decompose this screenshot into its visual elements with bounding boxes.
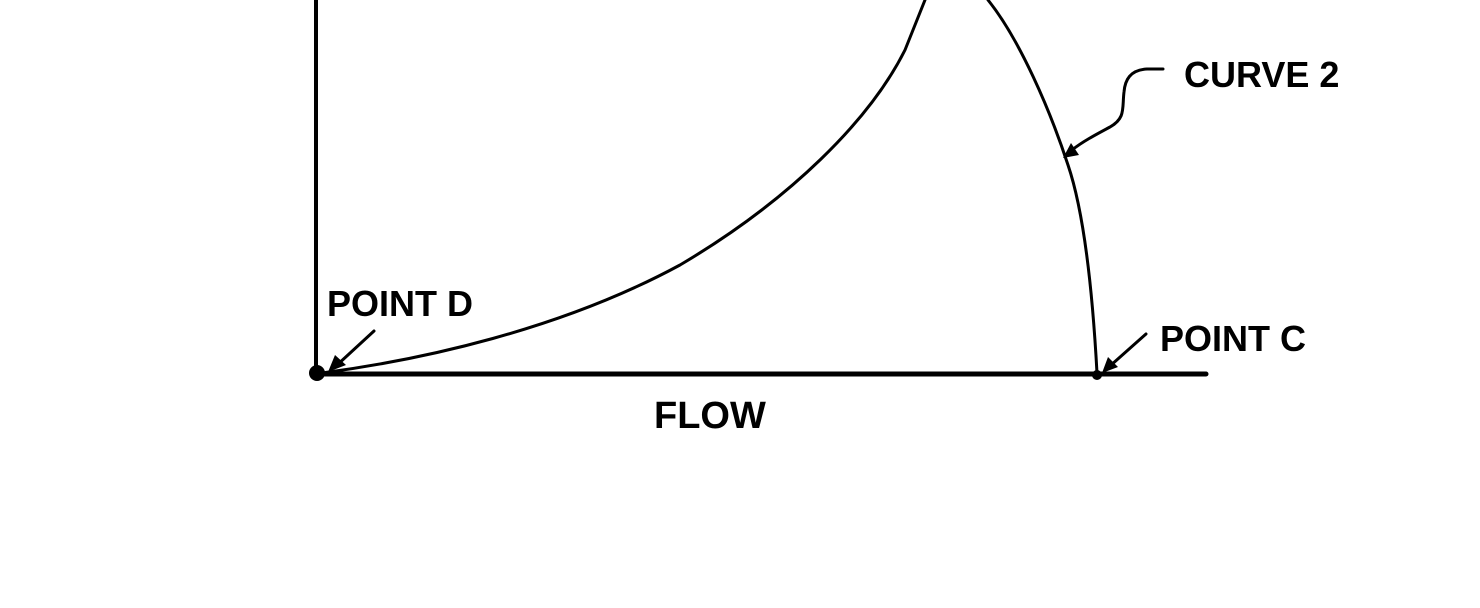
point-d-marker	[309, 365, 325, 381]
point-d-leader	[328, 329, 376, 372]
curve-2-leader	[1063, 67, 1165, 158]
point-d-label: POINT D	[327, 283, 473, 324]
rising-curve	[320, 0, 927, 375]
point-c-marker	[1092, 370, 1102, 380]
curve-2-label: CURVE 2	[1184, 54, 1339, 95]
point-c-leader	[1102, 332, 1148, 373]
x-axis-label: FLOW	[654, 395, 766, 437]
curve-2	[986, 0, 1099, 375]
point-c-label: POINT C	[1160, 318, 1306, 359]
